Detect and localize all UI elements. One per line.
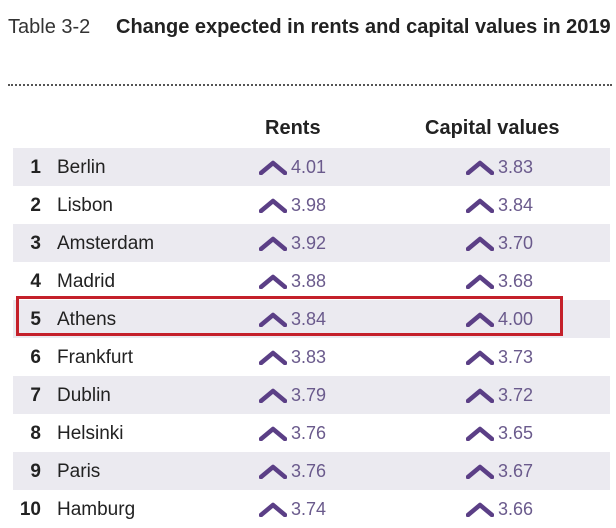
chevron-up-icon [258,387,288,404]
city-name: Hamburg [57,499,136,520]
rents-value: 3.98 [258,192,326,218]
table-row: 8 Helsinki 3.76 3.65 [13,414,610,452]
chevron-up-icon [465,235,495,252]
capital-value: 4.00 [465,306,533,332]
chevron-up-icon [465,463,495,480]
rank: 5 [30,309,41,330]
dotted-divider [8,84,612,86]
capital-value: 3.83 [465,154,533,180]
city-name: Dublin [57,385,111,406]
chevron-up-icon [258,273,288,290]
table-title: Change expected in rents and capital val… [116,16,611,38]
table-row: 3 Amsterdam 3.92 3.70 [13,224,610,262]
rank: 8 [30,423,41,444]
rents-value: 3.74 [258,496,326,522]
chevron-up-icon [258,463,288,480]
rank: 10 [19,499,41,520]
capital-value: 3.65 [465,420,533,446]
rank: 7 [30,385,41,406]
column-header-capital-values: Capital values [425,117,560,139]
table-number: Table 3-2 [8,16,91,38]
rents-value: 3.83 [258,344,326,370]
capital-value: 3.72 [465,382,533,408]
chevron-up-icon [258,159,288,176]
chevron-up-icon [465,501,495,518]
column-header-rents: Rents [265,117,321,139]
city-name: Madrid [57,271,116,292]
capital-value: 3.84 [465,192,533,218]
city-name: Helsinki [57,423,124,444]
rents-value: 4.01 [258,154,326,180]
city-name: Paris [57,461,101,482]
capital-value: 3.70 [465,230,533,256]
rank: 4 [30,271,41,292]
table-row: 10 Hamburg 3.74 3.66 [13,490,610,528]
table-row: 4 Madrid 3.88 3.68 [13,262,610,300]
chevron-up-icon [465,197,495,214]
chevron-up-icon [258,197,288,214]
table-row: 2 Lisbon 3.98 3.84 [13,186,610,224]
chevron-up-icon [465,425,495,442]
rank: 9 [30,461,41,482]
capital-value: 3.68 [465,268,533,294]
chevron-up-icon [258,501,288,518]
rents-value: 3.88 [258,268,326,294]
rank: 1 [30,157,41,178]
table-row: 9 Paris 3.76 3.67 [13,452,610,490]
chevron-up-icon [465,349,495,366]
rank: 3 [30,233,41,254]
rents-value: 3.84 [258,306,326,332]
rankings-table: 1 Berlin 4.01 3.83 2 Lisbon 3.98 3.84 3 … [13,148,610,528]
chevron-up-icon [258,235,288,252]
rents-value: 3.76 [258,458,326,484]
city-name: Lisbon [57,195,113,216]
rank: 2 [30,195,41,216]
city-name: Frankfurt [57,347,134,368]
rents-value: 3.79 [258,382,326,408]
chevron-up-icon [258,425,288,442]
chevron-up-icon [258,349,288,366]
table-row: 1 Berlin 4.01 3.83 [13,148,610,186]
city-name: Amsterdam [57,233,155,254]
table-row: 5 Athens 3.84 4.00 [13,300,610,338]
chevron-up-icon [465,273,495,290]
capital-value: 3.73 [465,344,533,370]
capital-value: 3.67 [465,458,533,484]
capital-value: 3.66 [465,496,533,522]
chevron-up-icon [465,387,495,404]
table-row: 6 Frankfurt 3.83 3.73 [13,338,610,376]
rents-value: 3.92 [258,230,326,256]
chevron-up-icon [465,159,495,176]
chevron-up-icon [258,311,288,328]
city-name: Athens [57,309,117,330]
rank: 6 [30,347,41,368]
table-row: 7 Dublin 3.79 3.72 [13,376,610,414]
rents-value: 3.76 [258,420,326,446]
chevron-up-icon [465,311,495,328]
city-name: Berlin [57,157,106,178]
